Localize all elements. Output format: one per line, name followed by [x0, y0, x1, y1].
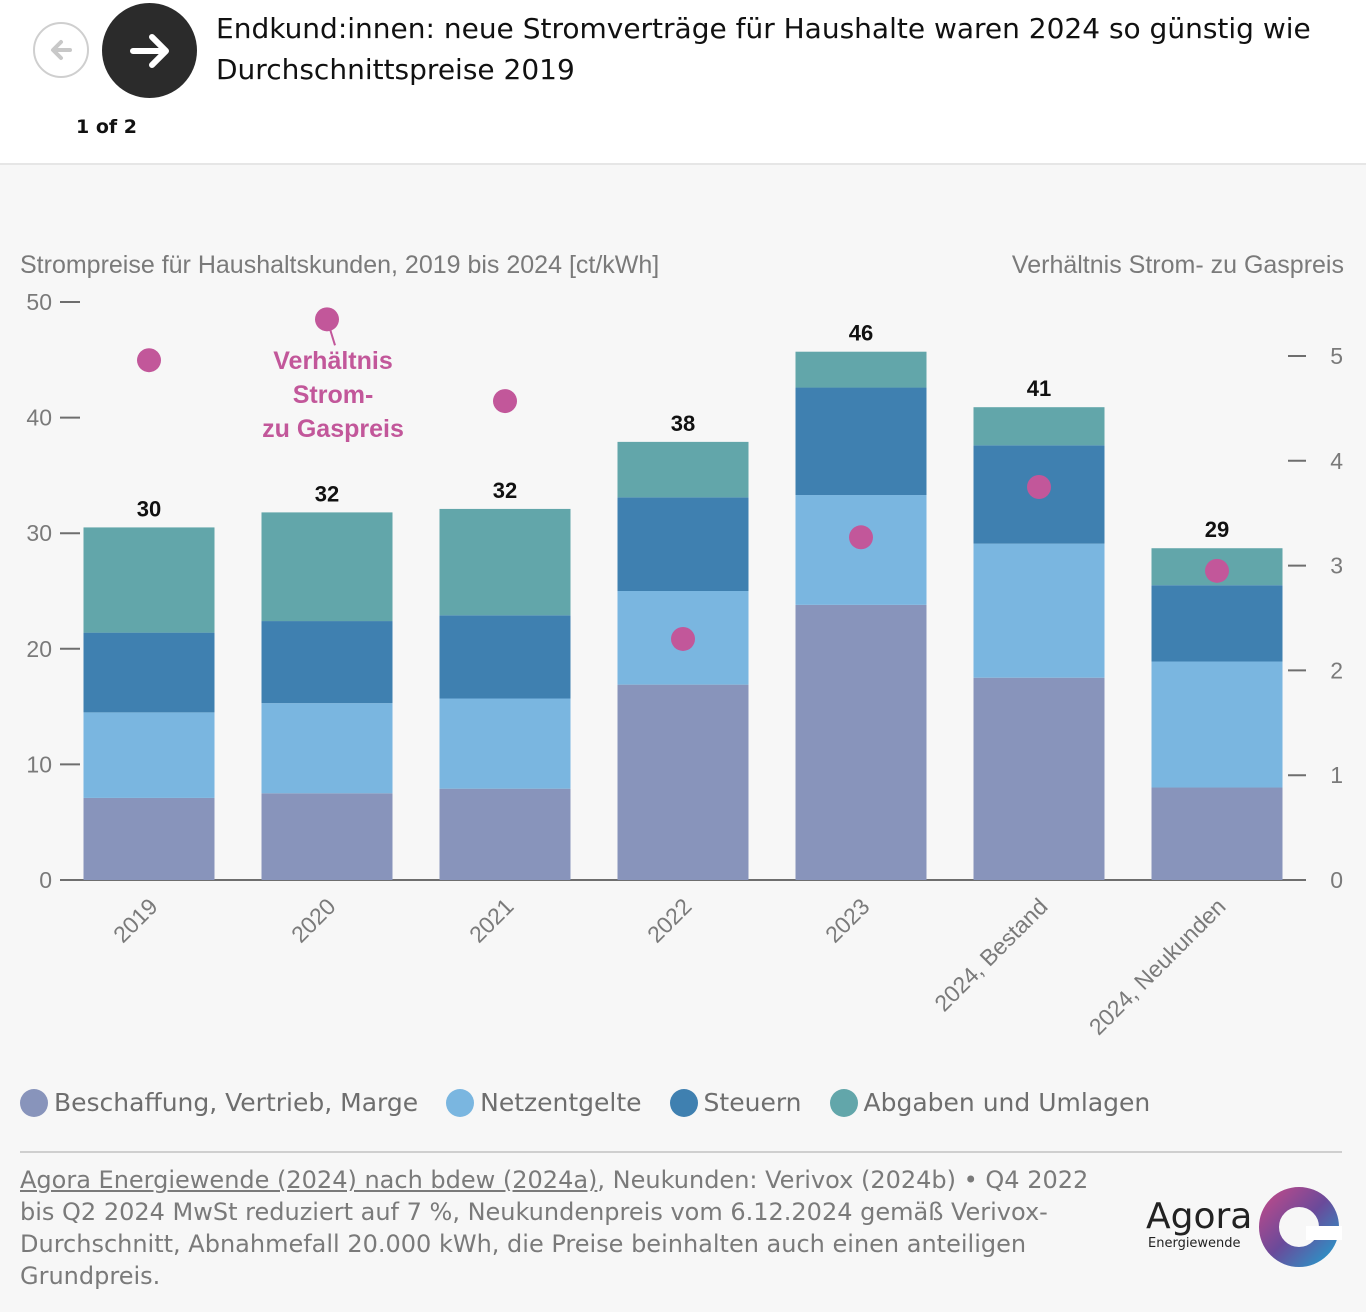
- bar-total-label: 46: [849, 321, 873, 346]
- bar-segment: [261, 512, 393, 622]
- x-tick-label: 2022: [642, 893, 697, 948]
- legend: Beschaffung, Vertrieb, Marge Netzentgelt…: [20, 1088, 1178, 1117]
- ratio-point: [1027, 475, 1051, 499]
- legend-label: Beschaffung, Vertrieb, Marge: [54, 1088, 419, 1117]
- bar-total-label: 30: [137, 496, 161, 521]
- x-tick-label: 2019: [108, 893, 163, 948]
- bar-segment: [261, 703, 393, 794]
- ratio-label-line: Verhältnis: [273, 347, 393, 375]
- bar-segment: [83, 527, 215, 633]
- page-indicator: 1 of 2: [76, 116, 137, 138]
- y2-tick-label: 0: [1330, 867, 1343, 893]
- x-tick-label: 2020: [286, 893, 341, 948]
- next-button[interactable]: [102, 3, 197, 98]
- y2-tick-label: 1: [1330, 762, 1343, 788]
- logo-wordmark: Agora: [1146, 1196, 1253, 1237]
- y2-tick-label: 4: [1330, 448, 1343, 474]
- bar-segment: [439, 788, 571, 880]
- left-axis-title: Strompreise für Haushaltskunden, 2019 bi…: [20, 251, 659, 279]
- page-title: Endkund:innen: neue Stromverträge für Ha…: [216, 12, 1311, 86]
- legend-label: Abgaben und Umlagen: [863, 1088, 1151, 1117]
- bar-segment: [795, 387, 927, 496]
- y-tick-label: 10: [26, 751, 52, 777]
- bar-total-label: 32: [315, 481, 339, 506]
- header: 1 of 2 Endkund:innen: neue Stromverträge…: [0, 0, 1366, 165]
- source-link[interactable]: Agora Energiewende (2024) nach bdew (202…: [20, 1166, 598, 1194]
- bar-total-label: 38: [671, 411, 695, 436]
- y2-tick-label: 2: [1330, 657, 1343, 683]
- previous-button[interactable]: [33, 22, 89, 78]
- bar-total-label: 29: [1205, 517, 1229, 542]
- legend-item-beschaffung[interactable]: Beschaffung, Vertrieb, Marge: [20, 1088, 418, 1117]
- legend-item-steuern[interactable]: Steuern: [669, 1088, 802, 1117]
- legend-label: Steuern: [703, 1088, 802, 1117]
- legend-swatch: [829, 1088, 858, 1117]
- y2-tick-label: 3: [1330, 553, 1343, 579]
- ratio-point: [315, 307, 339, 332]
- y-tick-label: 20: [26, 636, 52, 662]
- right-axis-title: Verhältnis Strom- zu Gaspreis: [1012, 251, 1344, 279]
- bar-segment: [795, 351, 927, 388]
- ratio-point: [1205, 558, 1229, 583]
- y-tick-label: 50: [26, 289, 52, 315]
- bar-total-label: 32: [493, 478, 517, 503]
- source-text: , Neukunden: Verivox (2024b) • Q4 2022 b…: [20, 1166, 1089, 1290]
- bar-segment: [617, 684, 749, 880]
- bar-total-label: 41: [1027, 376, 1051, 401]
- ratio-label-line: zu Gaspreis: [262, 415, 404, 443]
- bar-segment: [1151, 661, 1283, 788]
- y-tick-label: 0: [39, 867, 52, 893]
- legend-swatch: [669, 1088, 698, 1117]
- legend-label: Netzentgelte: [480, 1088, 642, 1117]
- x-tick-label: 2024, Bestand: [929, 893, 1052, 1016]
- agora-logo: Agora Energiewende: [1144, 1184, 1344, 1274]
- bar-segment: [973, 543, 1105, 678]
- ratio-point: [493, 389, 517, 414]
- legend-swatch: [446, 1088, 475, 1117]
- bar-segment: [795, 495, 927, 605]
- stacked-bar-chart: Strompreise für Haushaltskunden, 2019 bi…: [20, 251, 1344, 1040]
- bar-segment: [439, 615, 571, 699]
- bar-segment: [83, 797, 215, 880]
- bar-segment: [83, 632, 215, 713]
- bar-segment: [617, 497, 749, 591]
- agora-logo-mark-icon: [1259, 1187, 1342, 1267]
- ratio-point: [671, 626, 695, 651]
- legend-swatch: [20, 1088, 48, 1117]
- bar-segment: [439, 698, 571, 789]
- bar-segment: [1151, 585, 1283, 662]
- source-note: Agora Energiewende (2024) nach bdew (202…: [20, 1164, 1130, 1292]
- bar-segment: [261, 621, 393, 704]
- ratio-label-line: Strom-: [293, 381, 374, 409]
- arrow-right-icon: [129, 33, 169, 68]
- bar-segment: [439, 508, 571, 616]
- bar-segment: [973, 407, 1105, 446]
- logo-subtitle: Energiewende: [1148, 1236, 1241, 1251]
- bar-segment: [973, 677, 1105, 880]
- x-tick-label: 2021: [464, 893, 519, 948]
- bar-segment: [261, 793, 393, 880]
- bar-segment: [83, 712, 215, 798]
- y-tick-label: 40: [26, 405, 52, 431]
- legend-item-abgaben[interactable]: Abgaben und Umlagen: [829, 1088, 1151, 1117]
- x-tick-label: 2023: [820, 893, 875, 948]
- x-tick-label: 2024, Neukunden: [1084, 893, 1231, 1040]
- y2-tick-label: 5: [1330, 343, 1343, 369]
- bar-segment: [795, 604, 927, 880]
- divider: [20, 1151, 1342, 1153]
- arrow-left-icon: [51, 40, 72, 60]
- ratio-point: [137, 348, 161, 373]
- bar-segment: [617, 441, 749, 498]
- ratio-point: [849, 525, 873, 550]
- legend-item-netzentgelte[interactable]: Netzentgelte: [446, 1088, 642, 1117]
- y-tick-label: 30: [26, 520, 52, 546]
- bar-segment: [1151, 787, 1283, 880]
